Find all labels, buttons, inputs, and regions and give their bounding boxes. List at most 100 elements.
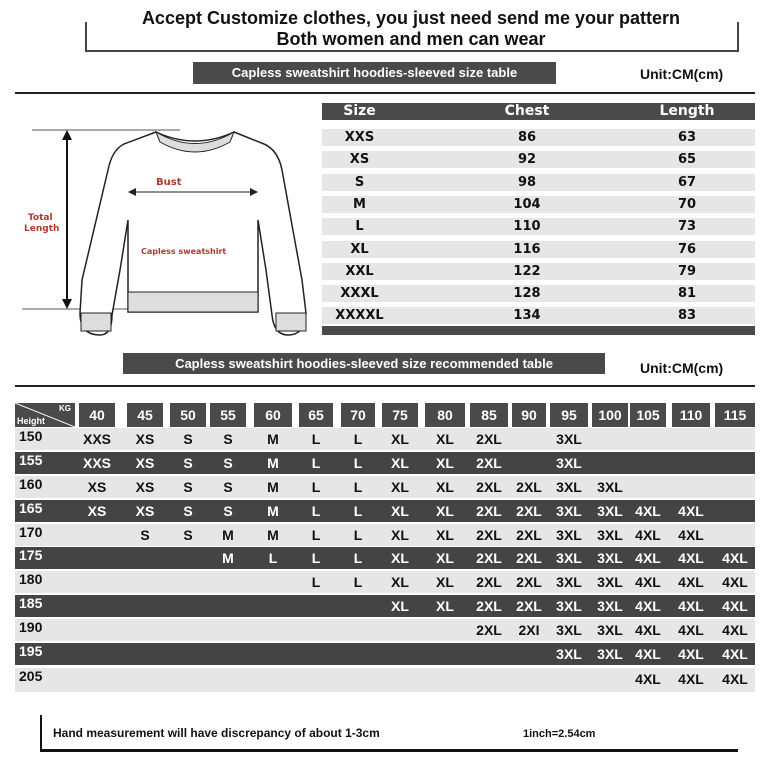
- size-cell: L: [353, 431, 363, 447]
- height-label: 165: [19, 500, 43, 516]
- size-cell: XL: [391, 527, 409, 543]
- size-cell: XS: [135, 503, 155, 519]
- cell-size: XXL: [345, 263, 374, 279]
- cell-size: XXXXL: [335, 308, 384, 324]
- weight-header-115: 115: [715, 403, 755, 427]
- divider: [15, 92, 755, 94]
- size-cell: M: [267, 503, 279, 519]
- cell-length: 73: [677, 219, 697, 235]
- size-cell: S: [183, 527, 193, 543]
- cell-size: L: [355, 219, 364, 235]
- cell-chest: 116: [513, 241, 541, 257]
- size-cell: 2XL: [476, 527, 502, 543]
- size-cell: 2XL: [476, 455, 502, 471]
- measurement-note: Hand measurement will have discrepancy o…: [53, 726, 380, 740]
- size-cell: XL: [391, 479, 409, 495]
- size-cell: 2XL: [516, 574, 542, 590]
- cell-chest: 122: [513, 263, 541, 279]
- total-length-label-1: Total: [28, 213, 53, 223]
- size-cell: S: [183, 431, 193, 447]
- size-cell: XL: [436, 574, 454, 590]
- size-cell: L: [353, 527, 363, 543]
- size-cell: 4XL: [635, 598, 661, 614]
- size-cell: 4XL: [678, 527, 704, 543]
- size-cell: 3XL: [597, 646, 623, 662]
- size-cell: M: [267, 455, 279, 471]
- cell-size: XS: [349, 152, 370, 168]
- headline-customize: Accept Customize clothes, you just need …: [141, 8, 681, 28]
- size-cell: 3XL: [556, 622, 582, 638]
- table-row: XXS 86 63: [322, 129, 755, 146]
- size-cell: L: [268, 550, 278, 566]
- height-label: 185: [19, 595, 43, 611]
- cell-length: 65: [677, 152, 697, 168]
- size-cell: S: [223, 503, 233, 519]
- size-cell: 4XL: [678, 671, 704, 687]
- cell-length: 67: [677, 174, 697, 190]
- table-row: M 104 70: [322, 195, 755, 213]
- size-cell: 2XL: [476, 431, 502, 447]
- cell-length: 76: [677, 241, 697, 257]
- cell-chest: Chest: [504, 103, 550, 119]
- size-cell: S: [183, 479, 193, 495]
- size-cell: 3XL: [556, 598, 582, 614]
- weight-header-90: 90: [512, 403, 546, 427]
- table-row: XS 92 65: [322, 151, 755, 169]
- weight-header-110: 110: [672, 403, 710, 427]
- divider: [15, 385, 755, 387]
- cell-chest: 92: [517, 152, 537, 168]
- cell-length: 81: [677, 286, 697, 302]
- weight-header-45: 45: [127, 403, 163, 427]
- size-cell: 4XL: [722, 574, 748, 590]
- size-cell: XXS: [82, 455, 111, 471]
- size-cell: 2XL: [516, 598, 542, 614]
- height-label: 190: [19, 619, 43, 635]
- size-cell: 3XL: [556, 574, 582, 590]
- size-cell: XL: [391, 455, 409, 471]
- size-cell: XL: [436, 550, 454, 566]
- size-cell: L: [353, 479, 363, 495]
- size-cell: 4XL: [635, 527, 661, 543]
- size-cell: S: [223, 431, 233, 447]
- headline-unisex: Both women and men can wear: [276, 29, 546, 49]
- size-cell: XL: [436, 455, 454, 471]
- size-cell: 4XL: [635, 503, 661, 519]
- cell-chest: 110: [513, 219, 541, 235]
- size-cell: 4XL: [678, 622, 704, 638]
- size-cell: L: [353, 550, 363, 566]
- size-cell: L: [353, 455, 363, 471]
- total-length-label-2: Length: [24, 224, 60, 234]
- garment-label: Capless sweatshirt: [141, 247, 227, 256]
- size-cell: 2XL: [476, 622, 502, 638]
- size-cell: XS: [135, 455, 155, 471]
- cell-chest: 104: [513, 196, 541, 212]
- size-table-title: Capless sweatshirt hoodies-sleeved size …: [193, 62, 556, 84]
- weight-header-105: 105: [630, 403, 666, 427]
- bust-label: Bust: [156, 177, 182, 188]
- size-cell: M: [267, 479, 279, 495]
- size-cell: XL: [436, 527, 454, 543]
- size-cell: 4XL: [635, 671, 661, 687]
- sweatshirt-illustration: [22, 129, 307, 336]
- weight-header-75: 75: [382, 403, 418, 427]
- size-cell: XS: [87, 479, 107, 495]
- cell-size: XXS: [344, 130, 375, 145]
- size-cell: 2XL: [476, 574, 502, 590]
- weight-header-80: 80: [425, 403, 465, 427]
- height-label: 170: [19, 524, 43, 540]
- size-cell: S: [223, 479, 233, 495]
- size-cell: 4XL: [678, 646, 704, 662]
- size-cell: XL: [391, 574, 409, 590]
- height-label: 150: [19, 428, 43, 444]
- corner-height: Height: [17, 416, 45, 426]
- table-row: 165 XS XS S S M L L XL XL 2XL 2XL 3XL 3XL 4XL 4XL: [15, 500, 755, 522]
- size-cell: 3XL: [556, 431, 582, 447]
- size-cell: 4XL: [678, 550, 704, 566]
- size-cell: 3XL: [556, 527, 582, 543]
- size-cell: M: [222, 550, 234, 566]
- table-row: 175 M L L L XL XL 2XL 2XL 3XL 3XL 4XL 4XL 4XL: [15, 547, 755, 569]
- header-bracket: [85, 22, 739, 52]
- footer-bracket-left: [40, 715, 42, 750]
- table-row: XXXL 128 81: [322, 285, 755, 303]
- size-cell: XL: [391, 503, 409, 519]
